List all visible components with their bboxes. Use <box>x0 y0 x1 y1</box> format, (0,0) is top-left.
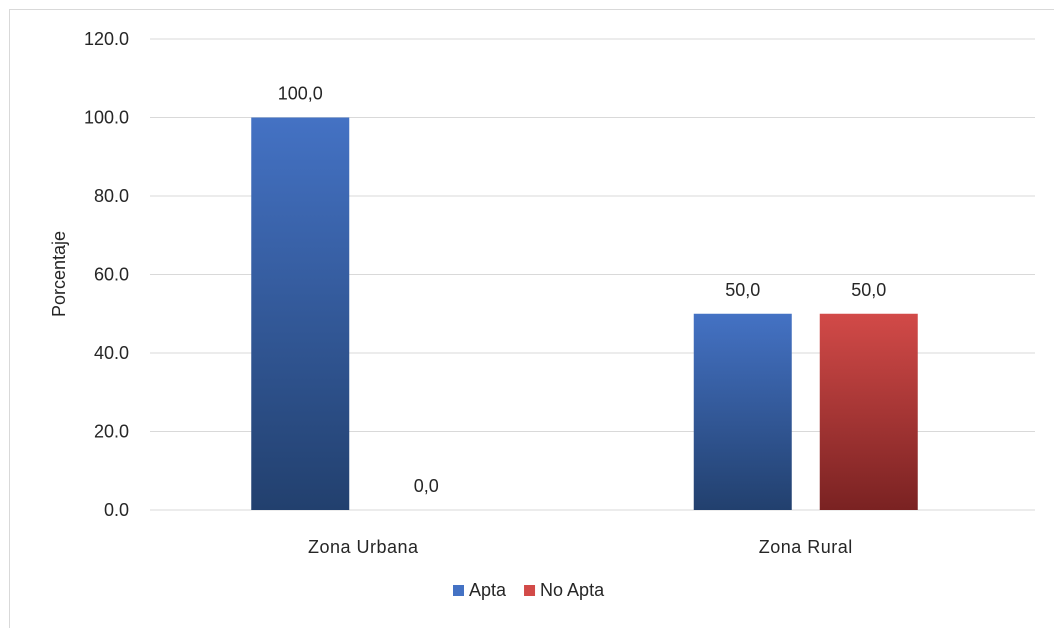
y-tick-label: 100.0 <box>84 108 129 128</box>
y-tick-label: 60.0 <box>94 265 129 285</box>
y-tick-label: 0.0 <box>104 500 129 520</box>
data-label: 50,0 <box>725 280 760 300</box>
legend-label: No Apta <box>540 580 605 600</box>
x-tick-label: Zona Urbana <box>308 537 419 557</box>
bar <box>251 117 350 510</box>
y-axis-label: Porcentaje <box>49 231 69 317</box>
legend: Apta No Apta <box>453 580 605 600</box>
legend-swatch <box>524 585 536 596</box>
y-tick-label: 40.0 <box>94 343 129 363</box>
bar <box>819 313 918 510</box>
bar <box>693 313 792 510</box>
legend-swatch <box>453 585 464 596</box>
bars <box>251 117 918 510</box>
x-axis-ticks: Zona Urbana Zona Rural <box>308 537 853 557</box>
data-label: 50,0 <box>851 280 886 300</box>
data-labels: 100,0 0,0 50,0 50,0 <box>278 84 887 497</box>
y-tick-label: 80.0 <box>94 186 129 206</box>
chart-frame <box>9 9 1054 628</box>
y-tick-label: 120.0 <box>84 29 129 49</box>
y-tick-label: 20.0 <box>94 422 129 442</box>
legend-label: Apta <box>469 580 507 600</box>
data-label: 100,0 <box>278 84 323 104</box>
data-label: 0,0 <box>414 476 439 496</box>
y-axis-ticks: 0.0 20.0 40.0 60.0 80.0 100.0 120.0 <box>84 29 129 520</box>
x-tick-label: Zona Rural <box>759 537 853 557</box>
